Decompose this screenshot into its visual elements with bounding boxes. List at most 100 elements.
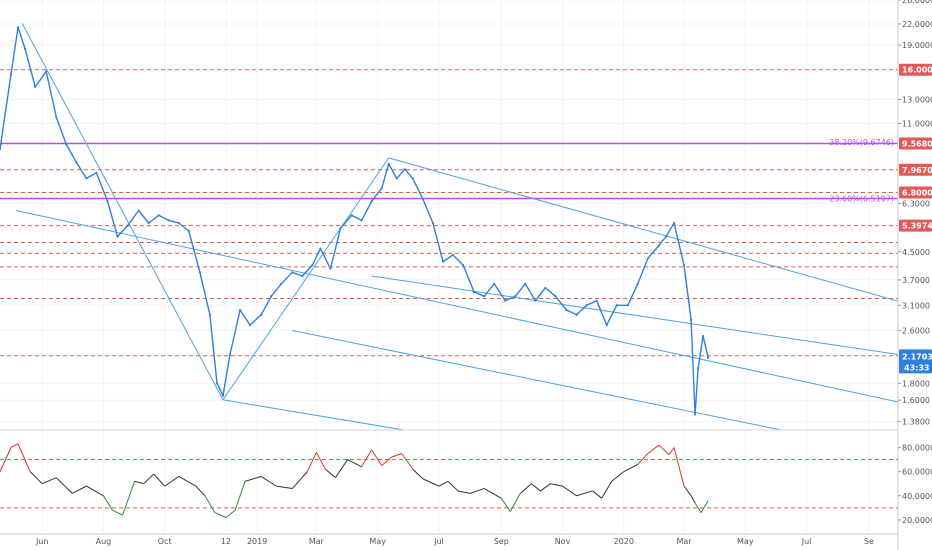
rsi-segment: [234, 481, 246, 511]
price-tick-label: 22.0000: [902, 20, 932, 29]
price-point: [411, 177, 414, 180]
price-tick-label: 1.6000: [902, 396, 930, 405]
rsi-segment: [72, 485, 87, 494]
rsi-segment: [204, 495, 216, 513]
price-point: [514, 295, 517, 298]
rsi-segment: [225, 509, 236, 518]
grid-layer: [0, 0, 898, 532]
rsi-segment: [457, 490, 471, 494]
rsi-segment: [325, 468, 336, 479]
rsi-segment: [438, 480, 449, 487]
price-point: [697, 367, 700, 370]
rsi-segment: [694, 502, 702, 513]
rsi-segment: [700, 500, 709, 513]
date-tick-label: May: [737, 537, 754, 546]
price-point: [626, 304, 629, 307]
price-point: [187, 229, 190, 233]
rsi-segment: [412, 468, 424, 480]
trend-line: [222, 157, 390, 401]
price-point: [238, 308, 242, 312]
rsi-segment: [361, 449, 373, 468]
rsi-segment: [550, 483, 563, 487]
price-point: [157, 214, 160, 217]
price-point: [9, 73, 13, 76]
rsi-segment: [623, 463, 639, 473]
price-point: [45, 70, 48, 73]
price-point: [55, 115, 58, 119]
channel-line: [388, 157, 899, 302]
price-point: [585, 304, 588, 307]
rsi-segment: [291, 471, 308, 489]
rsi-segment: [371, 449, 383, 466]
countdown-label: 43:33: [904, 363, 929, 372]
rsi-segment: [103, 495, 113, 511]
trend-line: [222, 399, 405, 431]
rsi-segment: [17, 443, 31, 472]
level-badge-label: 7.9670: [902, 166, 932, 175]
rsi-segment: [483, 488, 502, 499]
rsi-segment: [576, 490, 593, 497]
price-point: [106, 200, 109, 203]
rsi-segment: [683, 485, 692, 497]
date-tick-label: Mar: [309, 537, 325, 546]
date-tick-label: Se: [864, 537, 874, 546]
rsi-segment: [562, 485, 577, 497]
price-point: [221, 394, 225, 397]
price-tick-label: 11.0000: [902, 119, 932, 128]
price-point: [395, 177, 398, 180]
level-badge-box: [899, 163, 932, 176]
price-point: [147, 221, 150, 225]
price-point: [534, 299, 537, 302]
date-tick-label: 2019: [247, 537, 267, 546]
last-price-badge-box: [899, 349, 932, 374]
fib-annotation: 23.60%(6.5197): [829, 195, 894, 204]
rsi-segment: [244, 475, 262, 482]
price-point: [672, 221, 676, 225]
price-point: [493, 282, 496, 285]
rsi-segment: [347, 459, 362, 468]
price-point: [431, 221, 435, 225]
date-tick-label: Nov: [555, 537, 571, 546]
date-tick-label: Mar: [677, 537, 693, 546]
fib-annotations-layer: 38.20%(9.6746) 23.60%(6.5197): [829, 138, 894, 204]
rsi-segment: [164, 476, 180, 487]
price-point: [280, 282, 283, 285]
price-point: [329, 267, 332, 270]
rsi-segment: [55, 477, 73, 494]
rsi-segment: [122, 481, 136, 516]
rsi-segment: [637, 453, 649, 465]
price-point: [387, 162, 390, 165]
horizontal-levels-layer: [0, 69, 898, 357]
price-point: [524, 282, 527, 285]
rsi-segment: [306, 452, 317, 472]
level-badge-box: [899, 63, 932, 76]
price-point: [270, 295, 273, 298]
rsi-segment: [178, 476, 197, 487]
price-point: [615, 304, 618, 307]
price-point: [360, 219, 363, 222]
date-tick-label: Jul: [801, 537, 812, 546]
price-point: [291, 271, 294, 274]
price-point: [34, 85, 37, 88]
rsi-segment: [134, 480, 144, 485]
price-tick-label: 4.5000: [902, 248, 930, 257]
fib-annotation: 38.20%(9.6746): [829, 138, 894, 147]
price-point: [198, 271, 201, 274]
trend-line: [21, 23, 224, 401]
price-point: [319, 247, 322, 250]
rsi-segment: [647, 444, 660, 454]
price-point: [403, 168, 406, 171]
price-point: [421, 197, 424, 201]
rsi-segment: [41, 477, 57, 485]
channel-line: [292, 330, 782, 431]
rsi-segment: [401, 453, 414, 470]
price-point: [504, 299, 507, 302]
price-line: [0, 26, 709, 415]
price-tick-label: 1.8000: [902, 379, 930, 388]
price-tick-label: 26.0000: [902, 0, 932, 5]
rsi-segment: [447, 480, 459, 492]
price-badges-layer: 16.0000 9.5680 7.9670 6.8000 5.3974 2.1703 43:…: [899, 63, 932, 374]
price-point: [707, 356, 710, 359]
price-tick-label: 6.3000: [902, 199, 930, 208]
